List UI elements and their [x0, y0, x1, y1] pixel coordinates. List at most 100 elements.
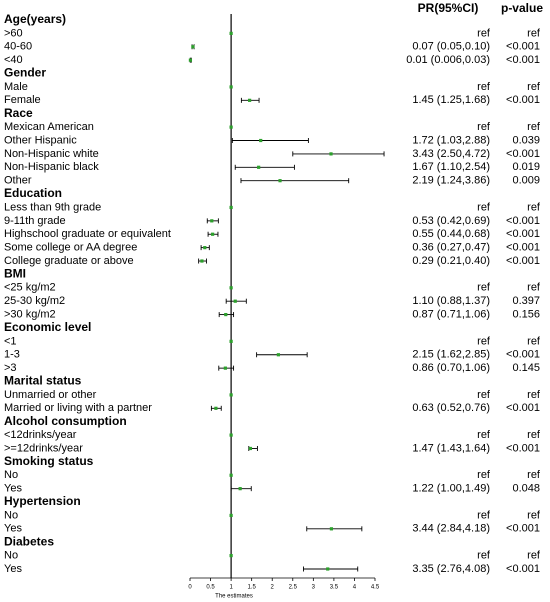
pr-label: 1.47 (1.43,1.64) [412, 442, 490, 454]
row-label: Non-Hispanic white [4, 148, 99, 160]
p-value: ref [527, 469, 541, 481]
pr-label: ref [477, 389, 491, 401]
row-label: Yes [4, 563, 22, 575]
point-estimate [223, 366, 227, 370]
point-estimate [259, 138, 263, 143]
row-label: >60 [4, 27, 23, 39]
x-axis-title: The estimates [215, 594, 253, 600]
p-value: ref [527, 282, 541, 294]
x-tick-label: 1 [229, 585, 233, 591]
p-value: 0.145 [512, 362, 540, 374]
pr-label: 1.22 (1.00,1.49) [412, 483, 490, 495]
row-label: 25-30 kg/m2 [4, 295, 65, 307]
point-estimate [329, 527, 334, 531]
x-tick-label: 2.5 [289, 585, 298, 591]
p-value: <0.001 [506, 94, 540, 106]
group-header: Race [4, 106, 33, 120]
point-estimate [276, 353, 280, 357]
pr-label: 1.72 (1.03,2.88) [412, 134, 490, 146]
row-label: <25 kg/m2 [4, 282, 56, 294]
p-value: <0.001 [506, 563, 540, 575]
point-estimate [214, 406, 218, 410]
row-label: Married or living with a partner [4, 402, 152, 414]
x-tick-label: 0 [188, 585, 192, 591]
point-estimate [248, 98, 252, 102]
group-header: Education [4, 186, 62, 200]
point-estimate [203, 246, 207, 250]
column-header: p-value [501, 1, 543, 15]
point-estimate [257, 165, 261, 169]
p-value: <0.001 [506, 54, 540, 66]
p-value: ref [527, 81, 541, 93]
pr-label: 0.86 (0.70,1.06) [412, 362, 490, 374]
pr-label: 3.44 (2.84,4.18) [412, 523, 490, 535]
x-tick-label: 4.5 [371, 585, 380, 591]
pr-label: 1.45 (1.25,1.68) [412, 94, 490, 106]
p-value: 0.156 [512, 308, 540, 320]
p-value: ref [527, 335, 541, 347]
p-value: <0.001 [506, 215, 540, 227]
p-value: <0.001 [506, 402, 540, 414]
point-estimate [229, 554, 233, 558]
p-value: ref [527, 550, 541, 562]
point-estimate [211, 232, 215, 236]
pr-label: ref [477, 469, 491, 481]
point-estimate [191, 45, 195, 49]
point-estimate [248, 446, 253, 451]
x-tick-label: 1.5 [247, 585, 256, 591]
group-header: Smoking status [4, 454, 94, 468]
pr-label: ref [477, 81, 491, 93]
p-value: ref [527, 201, 541, 213]
point-estimate [229, 31, 233, 35]
row-label: Less than 9th grade [4, 201, 101, 213]
point-estimate [229, 125, 233, 129]
row-label: 40-60 [4, 41, 32, 53]
pr-label: ref [477, 509, 491, 521]
row-label: Yes [4, 483, 22, 495]
p-value: ref [527, 509, 541, 521]
row-label: Male [4, 81, 28, 93]
point-estimate [229, 513, 233, 518]
row-label: <12drinks/year [4, 429, 77, 441]
row-label: Other [4, 175, 32, 187]
pr-label: ref [477, 282, 491, 294]
point-estimate [229, 339, 233, 343]
group-header: Marital status [4, 374, 82, 388]
row-label: Highschool graduate or equivalent [4, 228, 171, 240]
pr-label: 0.01 (0.006,0.03) [406, 54, 490, 66]
pr-label: 1.67 (1.10,2.54) [412, 161, 490, 173]
point-estimate [224, 312, 228, 317]
pr-label: ref [477, 27, 491, 39]
point-estimate [278, 179, 282, 183]
point-estimate [200, 259, 204, 263]
row-label: >3 [4, 362, 17, 374]
row-label: College graduate or above [4, 255, 134, 267]
x-tick-label: 4 [353, 585, 357, 591]
pr-label: 0.87 (0.71,1.06) [412, 308, 490, 320]
row-label: Other Hispanic [4, 134, 77, 146]
point-estimate [229, 393, 233, 397]
p-value: 0.039 [512, 134, 540, 146]
point-estimate [229, 433, 233, 437]
x-tick-label: 3 [312, 585, 316, 591]
p-value: <0.001 [506, 228, 540, 240]
group-header: Diabetes [4, 534, 54, 548]
p-value: <0.001 [506, 442, 540, 454]
row-label: Female [4, 94, 41, 106]
point-estimate [188, 58, 193, 62]
row-label: Some college or AA degree [4, 242, 137, 254]
p-value: <0.001 [506, 349, 540, 361]
pr-label: 0.53 (0.42,0.69) [412, 215, 490, 227]
point-estimate [238, 487, 242, 491]
group-header: Alcohol consumption [4, 414, 127, 428]
p-value: 0.009 [512, 175, 540, 187]
p-value: 0.048 [512, 483, 540, 495]
row-label: 9-11th grade [4, 215, 66, 227]
group-header: Hypertension [4, 494, 81, 508]
group-header: Age(years) [4, 12, 66, 26]
point-estimate [229, 85, 233, 89]
p-value: <0.001 [506, 41, 540, 53]
pr-label: ref [477, 121, 491, 133]
p-value: ref [527, 121, 541, 133]
p-value: <0.001 [506, 523, 540, 535]
